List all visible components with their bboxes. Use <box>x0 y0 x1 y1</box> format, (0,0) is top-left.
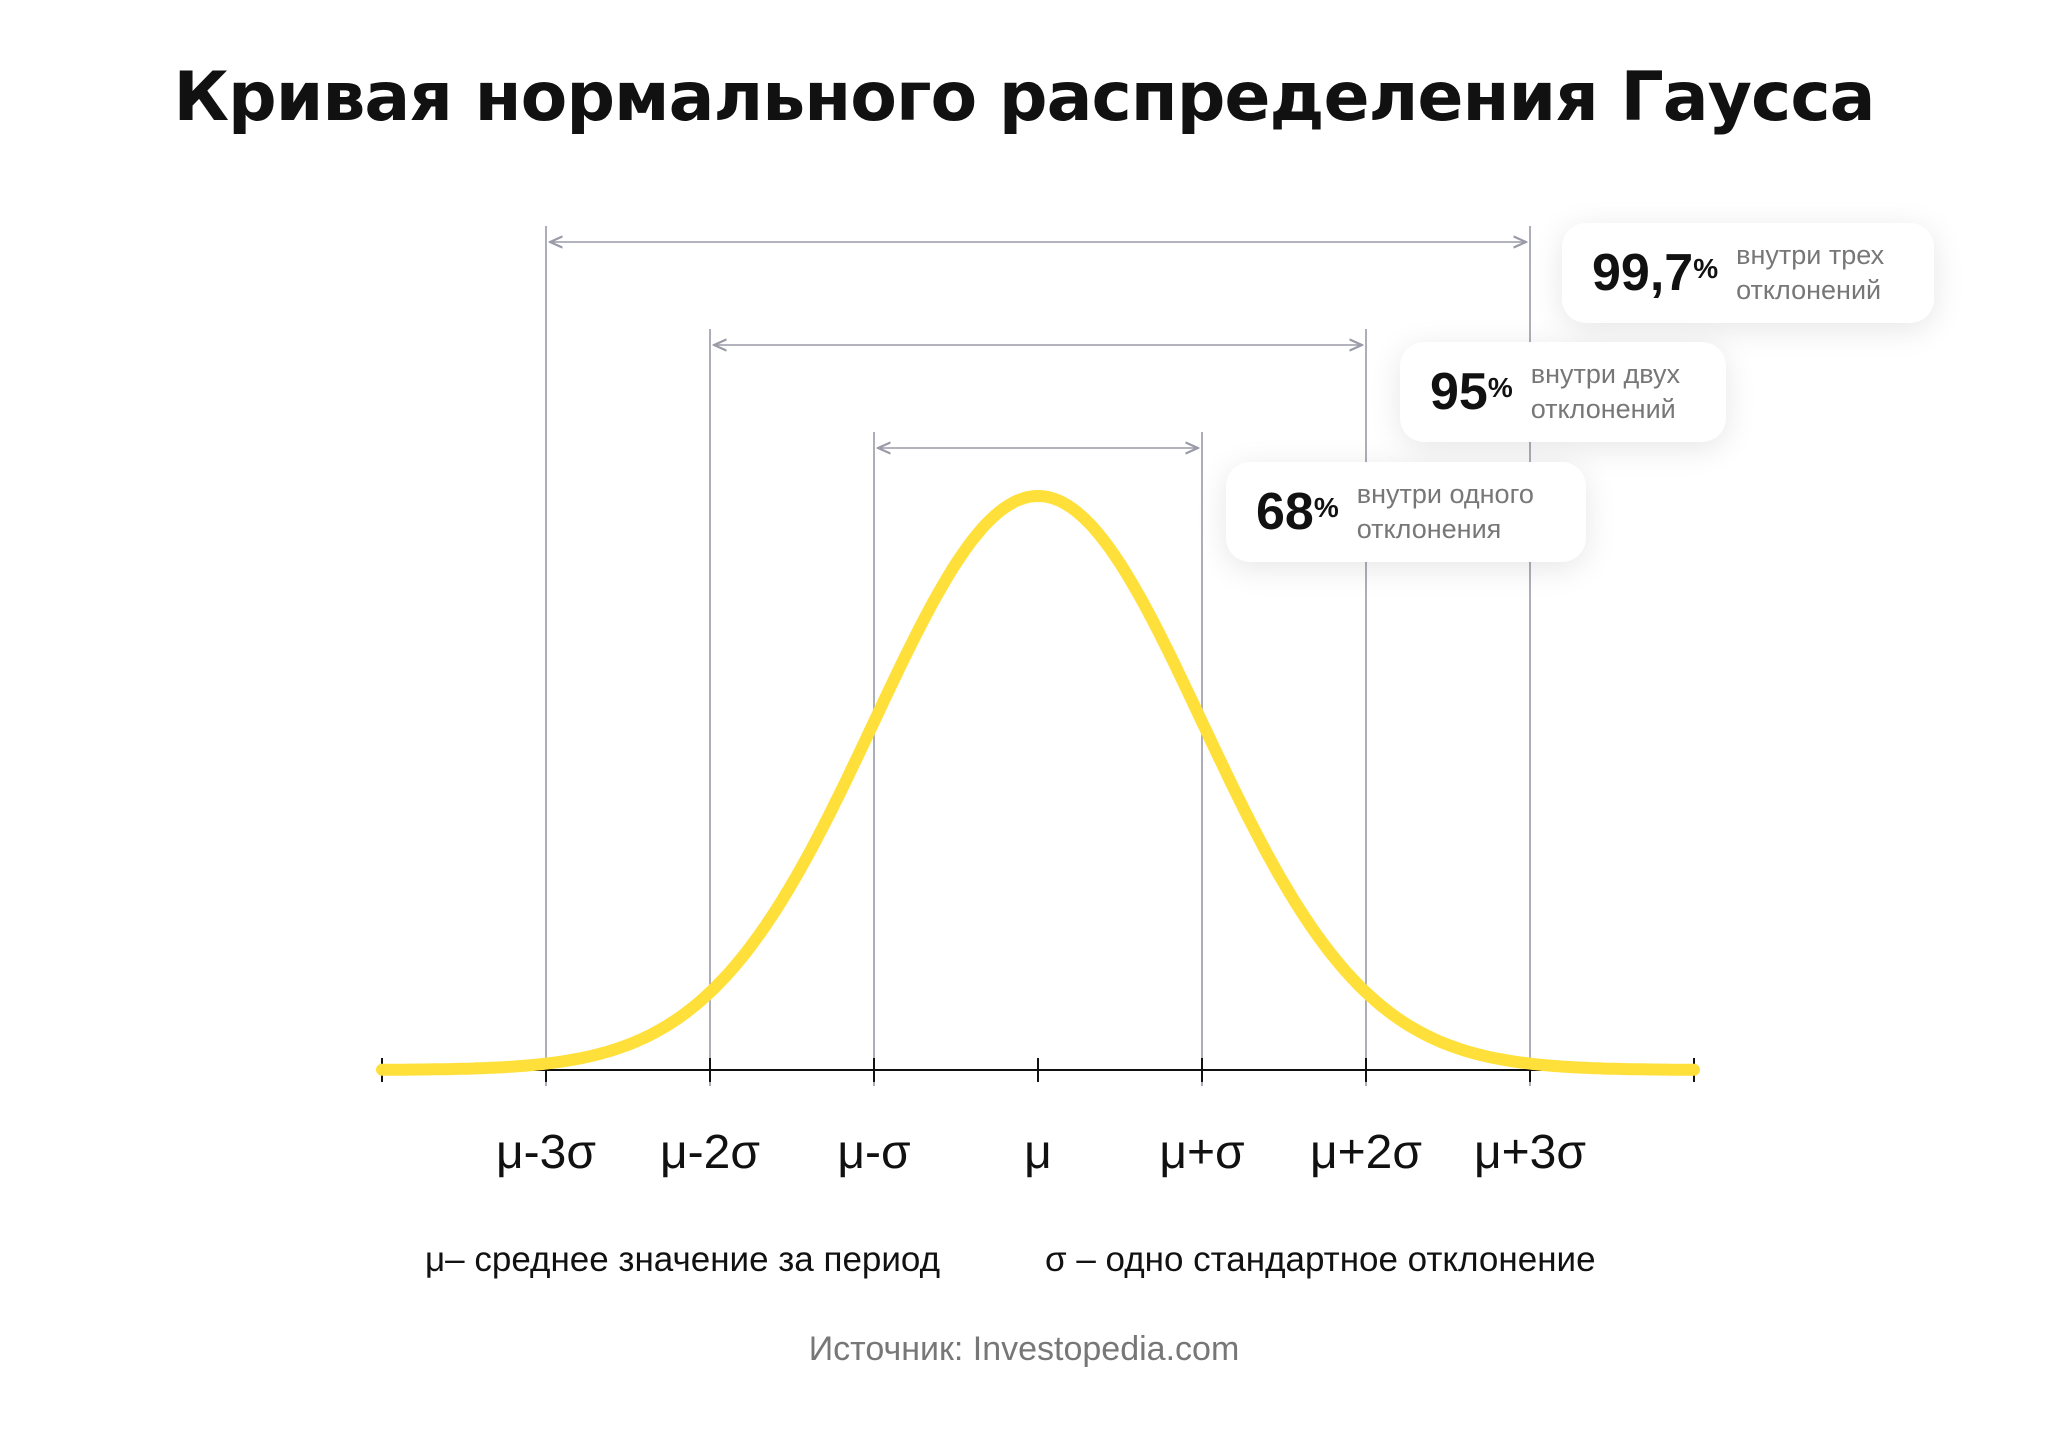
tick-label: μ+3σ <box>1474 1126 1586 1179</box>
callout-1-sigma-value: 68 <box>1256 483 1314 541</box>
curve-line <box>376 490 1700 1076</box>
callout-1-sigma: 68 % внутри одного отклонения <box>1226 462 1586 562</box>
tick-label: μ-σ <box>837 1126 910 1179</box>
chart-title: Кривая нормального распределения Гаусса <box>173 58 1875 137</box>
bell-curve <box>376 490 1700 1076</box>
callout-1-sigma-text: внутри одного отклонения <box>1356 479 1534 544</box>
callout-2-sigma-percent: % <box>1487 372 1513 403</box>
sigma-guides <box>545 226 1531 1086</box>
callout-3-sigma-value: 99,7 <box>1592 244 1694 302</box>
callout-2-sigma: 95 % внутри двух отклонений <box>1400 342 1726 442</box>
callout-3-sigma-text: внутри трех отклонений <box>1736 240 1885 305</box>
callout-2-sigma-value: 95 <box>1430 363 1488 421</box>
tick-label: μ-3σ <box>496 1126 596 1179</box>
legend-sigma: σ – одно стандартное отклонение <box>1045 1240 1596 1279</box>
tick-label: μ <box>1024 1126 1052 1179</box>
source-note: Источник: Investopedia.com <box>808 1330 1240 1368</box>
callout-3-sigma: 99,7 % внутри трех отклонений <box>1562 223 1934 323</box>
tick-label: μ+2σ <box>1310 1126 1422 1179</box>
callout-3-sigma-percent: % <box>1693 253 1719 284</box>
callout-1-sigma-percent: % <box>1313 492 1339 523</box>
legend-mu: μ– среднее значение за период <box>425 1240 941 1279</box>
x-tick-labels: μ-3σ μ-2σ μ-σ μ μ+σ μ+2σ μ+3σ <box>496 1126 1586 1179</box>
tick-label: μ+σ <box>1159 1126 1244 1179</box>
tick-label: μ-2σ <box>660 1126 760 1179</box>
callout-2-sigma-text: внутри двух отклонений <box>1530 359 1680 424</box>
